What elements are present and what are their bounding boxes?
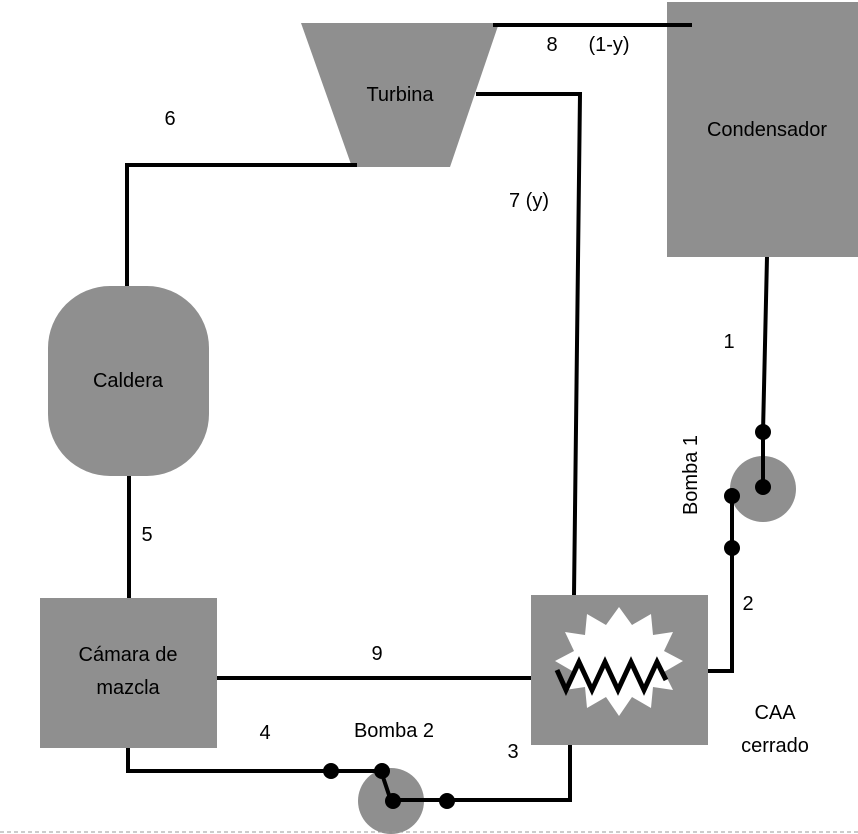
heater-burst <box>555 607 683 716</box>
condenser-label: Condensador <box>706 119 828 141</box>
state-4-label: 4 <box>259 722 271 744</box>
pump-2-outlet-dot <box>439 793 455 809</box>
turbine-label: Turbina <box>366 84 434 106</box>
pipe-4 <box>126 748 393 802</box>
mixing-chamber <box>40 598 217 748</box>
state-2-label: 2 <box>742 593 754 615</box>
state-9-label: 9 <box>371 643 383 665</box>
pump-1-outlet-dot <box>724 488 740 504</box>
condenser-notch-top <box>667 25 690 233</box>
turbine <box>301 23 499 167</box>
heater-coil <box>554 656 669 697</box>
pump-2-inlet-dot <box>323 763 339 779</box>
pump-1-label: Bomba 1 <box>680 434 702 516</box>
state-1-label: 1 <box>723 331 735 353</box>
condenser <box>667 2 858 257</box>
pipe-7 <box>476 92 583 596</box>
state-6-label: 6 <box>164 108 176 130</box>
pump-1-line-dot <box>724 540 740 556</box>
pipe-1 <box>761 256 769 487</box>
boiler <box>48 286 209 476</box>
state-7-label: 7 (y) <box>509 190 549 212</box>
pump-2-top-dot <box>374 763 390 779</box>
pump-1-inlet-dot <box>755 424 771 440</box>
mixing-chamber-label: Cámara de mazcla <box>78 644 178 699</box>
pump-1-center-dot <box>755 479 771 495</box>
state-5-label: 5 <box>141 524 153 546</box>
pump-2-center-dot <box>385 793 401 809</box>
boiler-label: Caldera <box>92 370 164 392</box>
pump-2-label: Bomba 2 <box>353 720 435 742</box>
state-8-label: 8 <box>546 34 558 56</box>
state-3-label: 3 <box>507 741 519 763</box>
state-8-fraction-label: (1-y) <box>588 34 630 56</box>
pipe-6 <box>125 163 357 286</box>
closed-heater-label: CAA cerrado <box>741 702 809 757</box>
pipe-2 <box>708 497 734 673</box>
